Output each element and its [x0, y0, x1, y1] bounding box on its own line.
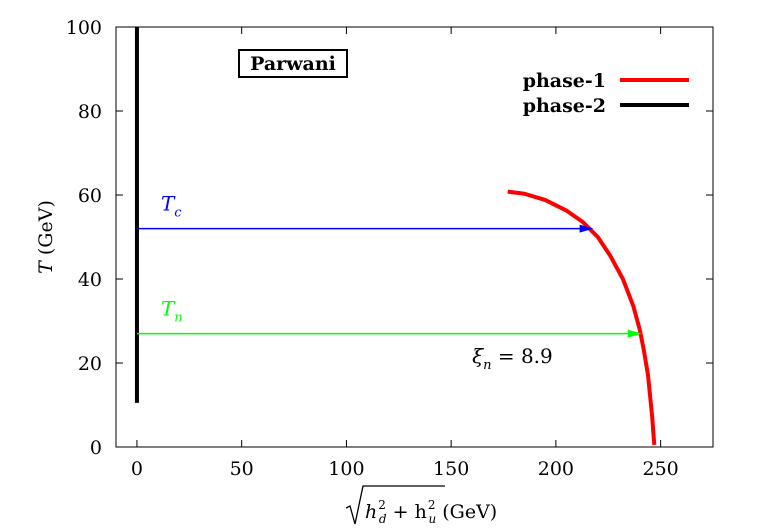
legend-label-phase-2: phase-2 [523, 95, 606, 117]
x-axis-title: h2 d + h2 u (GeV) [345, 485, 497, 526]
y-tick-label: 0 [90, 437, 102, 459]
arrow-tn-label-var: T [161, 297, 176, 321]
y-tick-label: 60 [78, 185, 102, 207]
y-tick-label: 80 [78, 101, 102, 123]
arrow-tc: Tc [136, 192, 594, 233]
arrow-tc-label-var: T [161, 192, 176, 216]
legend: phase-1 phase-2 [523, 70, 689, 117]
axis-ticks [116, 26, 713, 448]
x-axis-title-plus-h: + h [387, 501, 427, 523]
x-axis-title-sub1: d [379, 512, 387, 526]
arrow-tc-label: Tc [161, 192, 182, 221]
arrow-tn-label-sub: n [174, 311, 182, 326]
x-axis-title-sup1: 2 [378, 498, 386, 512]
arrow-tn-label: Tn [161, 297, 183, 326]
y-tick-label: 40 [78, 269, 102, 291]
parwani-label: Parwani [250, 53, 336, 75]
x-axis-title-sup2: 2 [428, 498, 436, 512]
plot-frame [115, 26, 714, 448]
sqrt-radical-icon [345, 485, 445, 525]
x-tick-label: 50 [230, 458, 254, 480]
y-axis-title-var: T [35, 260, 57, 274]
legend-label-phase-1: phase-1 [523, 70, 606, 92]
axis-tick-labels: 0 50 100 150 200 250 0 20 40 60 80 100 [66, 17, 679, 480]
xi-annotation-sub: n [483, 358, 491, 373]
y-tick-label: 20 [78, 353, 102, 375]
x-tick-label: 250 [642, 458, 678, 480]
x-tick-label: 100 [328, 458, 364, 480]
x-tick-label: 200 [538, 458, 574, 480]
arrow-tn-head [627, 329, 642, 338]
xi-annotation-value: = 8.9 [491, 344, 552, 368]
xi-annotation-var: ξ [472, 344, 484, 368]
x-axis-title-h1: h [365, 501, 377, 523]
xi-annotation: ξn = 8.9 [472, 344, 553, 373]
x-axis-title-text: h2 d + h2 u (GeV) [365, 498, 497, 526]
y-axis-title: T (GeV) [35, 200, 57, 274]
x-axis-title-sub2: u [428, 512, 436, 526]
x-tick-label: 0 [131, 458, 143, 480]
y-axis-title-units: (GeV) [35, 200, 57, 261]
arrow-tn: Tn [136, 297, 642, 338]
x-tick-label: 150 [433, 458, 469, 480]
series-line-phase-1 [507, 189, 657, 446]
x-axis-title-units: (GeV) [436, 501, 497, 523]
arrow-tc-label-sub: c [174, 206, 182, 221]
arrow-tc-head [579, 224, 594, 233]
y-tick-label: 100 [66, 17, 102, 39]
parwani-box [238, 49, 348, 78]
